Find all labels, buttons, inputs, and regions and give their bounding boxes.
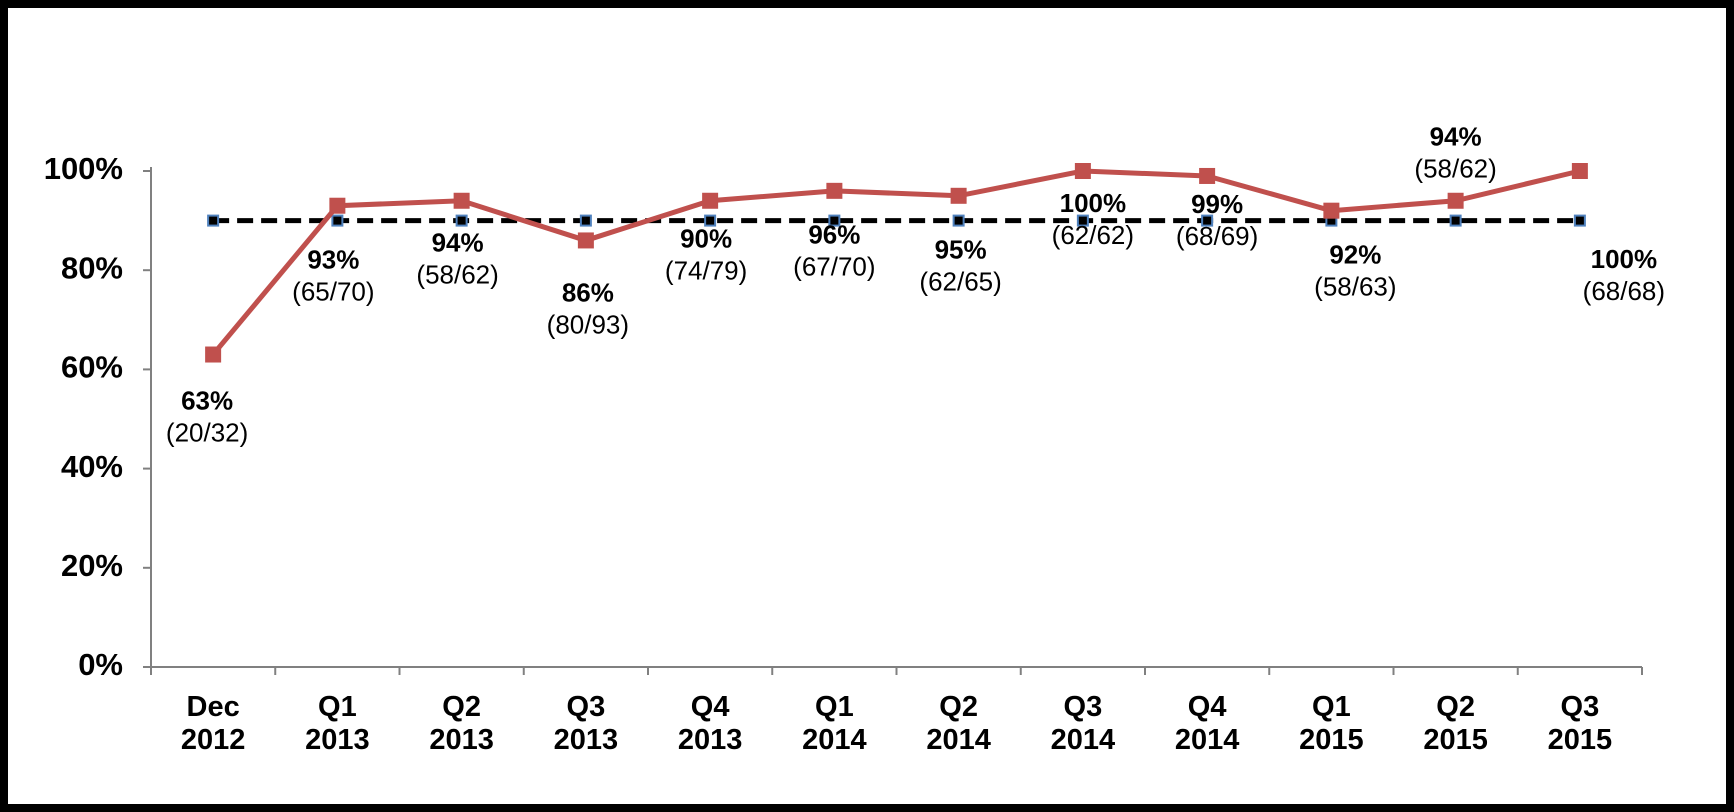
annotation-fraction: (74/79) [665,256,747,286]
target-marker [704,214,717,227]
y-tick-label: 0% [78,647,123,682]
data-marker [1447,192,1464,209]
y-tick-label: 40% [61,449,123,484]
target-marker [828,214,841,227]
data-marker [1074,163,1091,179]
x-tick-label: Q1 2014 [802,691,867,756]
annotation-fraction: (68/68) [1583,276,1665,306]
target-marker [1449,214,1462,227]
data-marker [453,192,470,209]
y-tick-label: 60% [61,350,123,385]
target-marker [1076,214,1089,227]
annotation-fraction: (58/62) [416,260,498,290]
data-marker [1199,167,1216,184]
y-tick-label: 100% [44,151,123,186]
annotation-label: 94% [432,228,484,258]
annotation-fraction: (62/65) [919,267,1001,297]
annotation-label: 93% [307,245,359,275]
data-marker [329,197,346,214]
x-tick-label: Q3 2015 [1547,691,1613,756]
target-marker [952,214,965,227]
target-marker [1573,214,1586,227]
target-marker [455,214,468,227]
x-tick-label: Q4 2013 [677,691,743,756]
x-tick-label: Q1 2015 [1299,691,1364,756]
annotation-label: 99% [1191,189,1243,219]
target-marker [579,214,592,227]
data-marker [1571,163,1588,179]
x-tick-label: Q3 2014 [1050,691,1116,756]
x-tick-label: Q2 2014 [926,691,991,756]
annotation-label: 95% [935,235,987,265]
x-tick-label: Dec 2012 [180,691,246,756]
x-tick-label: Q2 2013 [429,691,494,756]
annotation-fraction: (20/32) [166,417,248,447]
data-marker [950,187,967,204]
y-tick-label: 80% [61,250,123,285]
data-marker [577,232,594,249]
x-tick-label: Q4 2014 [1174,691,1240,756]
x-tick-label: Q2 2015 [1423,691,1488,756]
annotation-fraction: (58/62) [1414,154,1496,184]
target-marker [1201,214,1214,227]
annotation-fraction: (80/93) [547,309,629,339]
annotation-fraction: (58/63) [1314,272,1396,302]
annotation-label: 96% [808,220,860,250]
annotation-label: 63% [181,385,233,415]
data-marker [1323,202,1340,219]
annotation-label: 94% [1430,122,1482,152]
data-line [211,168,1581,357]
data-marker [205,346,222,363]
annotation-fraction: (68/69) [1176,221,1258,251]
annotation-label: 100% [1591,244,1658,274]
x-tick-label: Q3 2013 [553,691,619,756]
target-marker [207,214,220,227]
annotation-label: 100% [1060,188,1127,218]
data-marker [702,192,719,209]
annotation-fraction: (67/70) [793,252,875,282]
annotation-label: 92% [1329,240,1381,270]
annotation-fraction: (65/70) [292,277,374,307]
annotation-fraction: (62/62) [1052,220,1134,250]
x-tick-label: Q1 2013 [305,691,370,756]
annotation-label: 86% [562,277,614,307]
target-marker [331,214,344,227]
annotation-label: 90% [680,224,732,254]
data-marker [826,182,843,199]
y-tick-label: 20% [61,548,123,583]
